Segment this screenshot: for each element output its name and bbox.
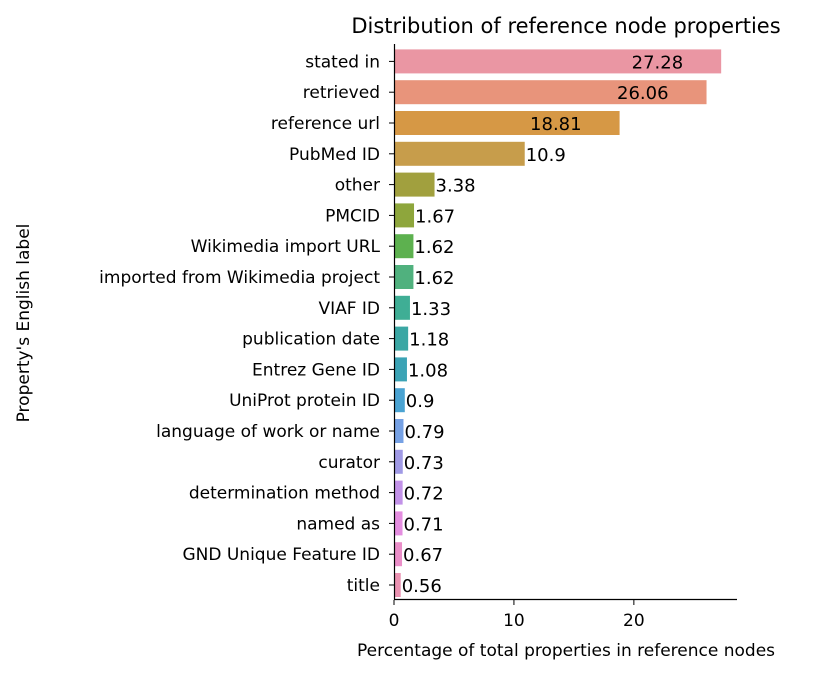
data-label: 1.62	[414, 268, 454, 289]
data-label: 0.72	[404, 484, 444, 505]
data-label: 3.38	[436, 176, 476, 197]
x-tick-label: 10	[503, 611, 525, 631]
category-label: PubMed ID	[289, 145, 380, 165]
bar	[394, 172, 435, 197]
category-label: other	[335, 176, 380, 196]
bar	[394, 542, 403, 567]
data-label: 1.67	[415, 206, 455, 227]
data-labels: 27.28 26.06 18.81 10.9 3.38 1.67 1.62 1.62 1.33 1…	[402, 52, 683, 597]
x-tick-label: 0	[389, 611, 400, 631]
category-label: UniProt protein ID	[229, 391, 380, 411]
category-label: Wikimedia import URL	[191, 237, 381, 257]
y-axis-label: Property's English label	[14, 224, 34, 423]
data-label: 1.33	[411, 299, 451, 320]
category-label: reference url	[271, 114, 380, 134]
chart-title: Distribution of reference node propertie…	[351, 14, 780, 38]
x-ticks: 0 10 20	[389, 600, 645, 631]
data-label: 27.28	[632, 52, 684, 73]
bar	[394, 511, 403, 536]
x-tick-label: 20	[623, 611, 645, 631]
bar	[394, 49, 722, 74]
bars-group	[394, 49, 722, 597]
data-label: 26.06	[617, 83, 669, 104]
category-label: imported from Wikimedia project	[99, 268, 380, 288]
bar	[394, 326, 409, 351]
category-label: retrieved	[303, 83, 380, 103]
data-label: 0.67	[403, 545, 443, 566]
category-label: determination method	[189, 484, 380, 504]
category-label: title	[347, 576, 380, 596]
bar	[394, 111, 620, 135]
bar	[394, 203, 415, 228]
data-label: 0.73	[404, 453, 444, 474]
category-label: named as	[296, 514, 380, 534]
x-axis-label: Percentage of total properties in refere…	[357, 641, 775, 661]
category-label: GND Unique Feature ID	[182, 545, 380, 565]
data-label: 0.71	[404, 514, 444, 535]
category-label: curator	[318, 453, 380, 473]
category-labels: stated in retrieved reference url PubMed ID…	[99, 52, 394, 596]
data-label: 10.9	[526, 145, 566, 166]
axes	[393, 44, 737, 601]
data-label: 0.9	[406, 391, 435, 412]
data-label: 1.18	[409, 330, 449, 351]
bar	[394, 295, 410, 320]
bar	[394, 419, 404, 443]
bar	[394, 141, 525, 166]
category-label: Entrez Gene ID	[252, 360, 380, 380]
data-label: 18.81	[530, 114, 582, 135]
data-label: 0.79	[404, 422, 444, 443]
category-label: language of work or name	[156, 422, 380, 442]
bar	[394, 265, 414, 289]
bar	[394, 357, 407, 382]
data-label: 1.08	[408, 360, 448, 381]
bar	[394, 449, 403, 474]
bar	[394, 480, 403, 505]
category-label: PMCID	[325, 206, 380, 226]
category-label: stated in	[305, 52, 380, 72]
category-label: VIAF ID	[318, 299, 380, 319]
bar	[394, 234, 414, 259]
bar	[394, 80, 707, 105]
data-label: 1.62	[414, 237, 454, 258]
bar	[394, 573, 401, 597]
data-label: 0.56	[402, 576, 442, 597]
category-label: publication date	[242, 330, 380, 350]
bar	[394, 388, 405, 413]
